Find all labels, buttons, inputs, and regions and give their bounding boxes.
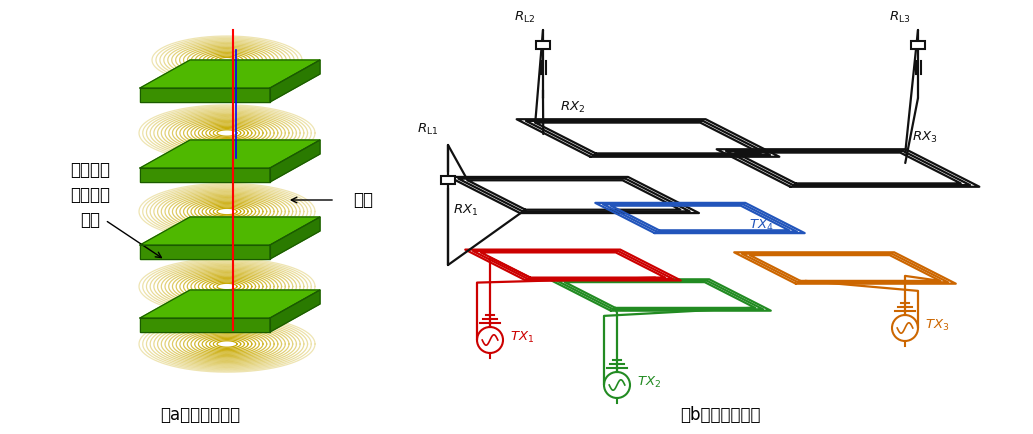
Text: $TX_2$: $TX_2$ [637,375,661,390]
Polygon shape [140,168,270,182]
Text: $RX_1$: $RX_1$ [453,202,478,217]
Polygon shape [140,88,270,102]
Polygon shape [140,245,270,259]
Text: 环氧树脂
玻璃纤维
织物: 环氧树脂 玻璃纤维 织物 [70,161,109,229]
Text: $R_{\rm L1}$: $R_{\rm L1}$ [417,122,439,137]
Polygon shape [140,318,270,332]
Text: （a）多层线圈式: （a）多层线圈式 [160,406,240,424]
Polygon shape [140,60,320,88]
Bar [536,41,550,49]
Text: $R_{\rm L3}$: $R_{\rm L3}$ [889,10,911,25]
Text: $TX_1$: $TX_1$ [510,329,534,345]
Polygon shape [140,140,320,168]
Polygon shape [140,217,320,245]
Polygon shape [270,60,320,102]
Polygon shape [270,290,320,332]
Text: $RX_2$: $RX_2$ [560,99,586,115]
Text: $TX_3$: $TX_3$ [925,317,949,332]
Text: （b）线圈阵列式: （b）线圈阵列式 [680,406,760,424]
Bar [441,176,455,184]
Text: $RX_3$: $RX_3$ [912,129,938,145]
Polygon shape [270,140,320,182]
Text: $TX_4$: $TX_4$ [749,218,774,233]
Text: 线圈: 线圈 [353,191,373,209]
Polygon shape [140,290,320,318]
Text: $R_{\rm L2}$: $R_{\rm L2}$ [514,10,536,25]
Polygon shape [270,217,320,259]
Bar [911,41,925,49]
